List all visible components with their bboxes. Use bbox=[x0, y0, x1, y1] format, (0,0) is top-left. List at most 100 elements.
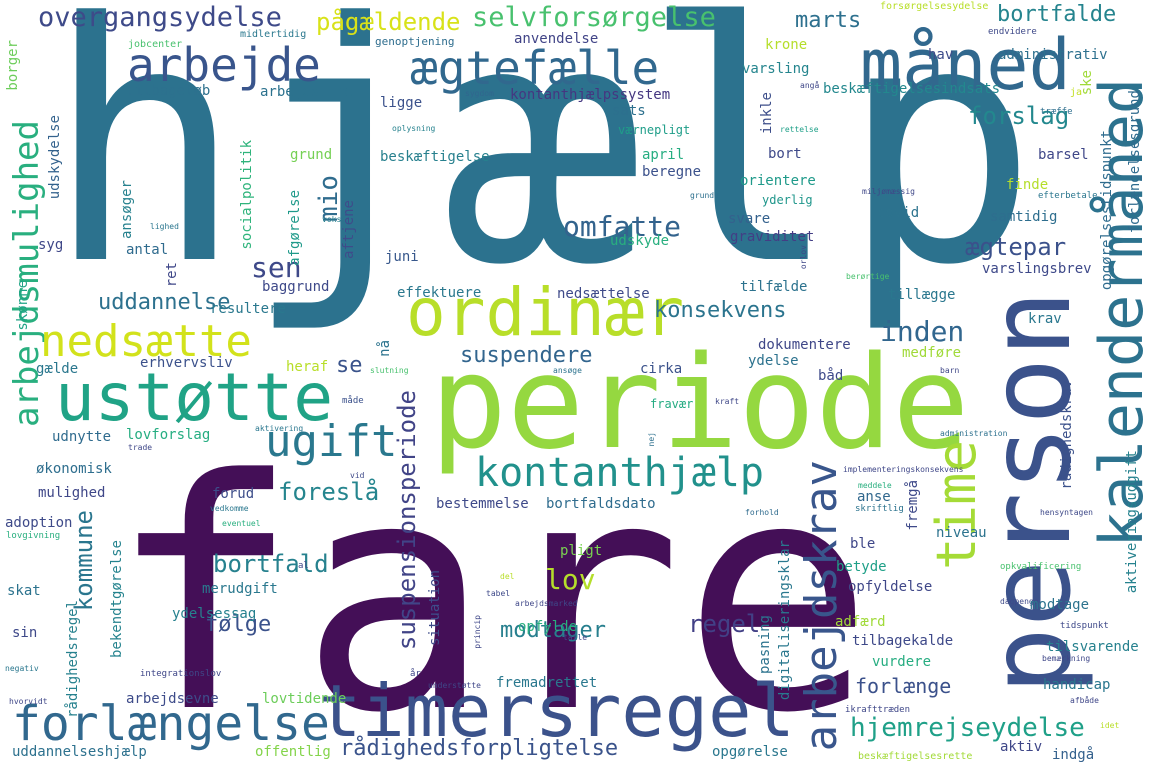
word-dagpenge: dagpenge bbox=[1000, 597, 1039, 606]
word-uddannelseshjaelp: uddannelseshjælp bbox=[12, 744, 147, 760]
word-se: se bbox=[336, 353, 363, 378]
word-hensyntagen: hensyntagen bbox=[1040, 508, 1093, 517]
word-oplysning: oplysning bbox=[392, 124, 436, 133]
word-varslingsbrev: varslingsbrev bbox=[982, 261, 1092, 277]
word-foreslaa: foreslå bbox=[278, 478, 380, 506]
word-forlaenge: forlænge bbox=[855, 674, 952, 698]
word-lovgivning: lovgivning bbox=[6, 531, 61, 541]
word-kontanthjaelpssystem: kontanthjælpssystem bbox=[510, 87, 671, 103]
word-gaelde: gælde bbox=[36, 361, 79, 377]
word-offentlig: offentlig bbox=[255, 744, 331, 760]
word-covid: covid bbox=[877, 205, 920, 221]
word-timersregel: timersregel bbox=[318, 669, 795, 753]
word-ydelse: ydelse bbox=[748, 353, 799, 369]
word-forlaengelse: forlængelse bbox=[12, 696, 330, 752]
word-handicap: handicap bbox=[1043, 677, 1111, 693]
word-raadighedsforpligtelse: rådighedsforpligtelse bbox=[340, 736, 619, 761]
word-arbejdskrav: arbejdskrav bbox=[796, 460, 847, 752]
word-afgoerelse: afgørelse bbox=[287, 190, 303, 266]
word-kontanthjaelp: kontanthjælp bbox=[475, 450, 764, 496]
word-forlaengelsesgrund: forlængelsesgrund bbox=[1127, 90, 1143, 234]
word-adoption: adoption bbox=[5, 515, 73, 531]
word-ret: ret bbox=[164, 262, 180, 288]
word-effektuere: effektuere bbox=[397, 285, 482, 301]
word-modtage: modtage bbox=[1030, 597, 1090, 613]
word-lov: lov bbox=[545, 563, 596, 596]
word-baad: båd bbox=[818, 368, 844, 384]
word-talle: talle bbox=[563, 633, 588, 642]
word-indgaa: indgå bbox=[1052, 747, 1095, 763]
word-bekendtgoerelse: bekendtgørelse bbox=[109, 540, 125, 659]
word-orientere: orientere bbox=[740, 173, 816, 189]
word-ligge: ligge bbox=[380, 95, 423, 111]
word-inkle: inkle bbox=[759, 92, 775, 135]
word-anvendelse: anvendelse bbox=[514, 31, 599, 47]
word-betyde: betyde bbox=[836, 559, 887, 575]
word-ansoege: ansøge bbox=[553, 366, 582, 375]
word-sen: sen bbox=[251, 251, 302, 284]
word-regel: regel bbox=[688, 610, 761, 638]
word-tidspunkt: tidspunkt bbox=[1060, 621, 1109, 631]
word-beregne: beregne bbox=[642, 164, 702, 180]
word-aktiv: aktiv bbox=[1000, 739, 1043, 755]
word-fare: fare bbox=[108, 412, 874, 770]
word-konsekvens: konsekvens bbox=[654, 298, 787, 323]
word-yderlig: yderlig bbox=[762, 193, 813, 207]
word-erhvervsliv: erhvervsliv bbox=[140, 355, 233, 371]
word-paagaeldende: pågældende bbox=[316, 8, 461, 36]
word-vid: vid bbox=[350, 471, 365, 480]
word-ustotte: ustøtte bbox=[55, 359, 334, 436]
word-samtidig: samtidig bbox=[990, 209, 1058, 225]
word-krav: krav bbox=[1028, 311, 1062, 327]
word-rettelse: rettelse bbox=[780, 125, 819, 134]
word-syg: syg bbox=[38, 237, 64, 253]
word-hav: hav bbox=[928, 47, 954, 63]
word-dokumentere: dokumentere bbox=[758, 337, 851, 353]
word-bortfald: bortfald bbox=[213, 550, 329, 578]
word-udskydelse: udskydelse bbox=[47, 115, 63, 200]
word-al: al bbox=[298, 561, 309, 571]
word-miljoemaessig: miljømæssig bbox=[862, 187, 915, 196]
word-nej: nej bbox=[647, 432, 656, 447]
word-bestemmelse: bestemmelse bbox=[436, 496, 529, 512]
word-angaa: angå bbox=[800, 81, 820, 90]
word-aegtepar: ægtepar bbox=[965, 233, 1067, 261]
word-hjemrejseydelse: hjemrejseydelse bbox=[850, 713, 1085, 743]
word-opkvalificering: opkvalificering bbox=[1000, 562, 1082, 572]
word-fremadrettet: fremadrettet bbox=[496, 675, 598, 691]
word-sygdom: sygdom bbox=[465, 89, 494, 98]
word-anse: anse bbox=[857, 489, 891, 505]
word-naa: nå bbox=[377, 340, 393, 357]
word-genoptjening: genoptjening bbox=[375, 35, 455, 48]
word-oekonomisk: økonomisk bbox=[36, 461, 112, 477]
word-vurdere: vurdere bbox=[872, 654, 932, 670]
word-hjaelp: hjælp bbox=[45, 0, 1039, 337]
word-tilsvarende: tilsvarende bbox=[1046, 639, 1139, 655]
word-nedsaettelse: nedsættelse bbox=[557, 286, 650, 302]
word-pligt: pligt bbox=[560, 543, 603, 559]
word-medfoere: medføre bbox=[902, 345, 962, 361]
word-vedkomme: vedkomme bbox=[210, 504, 249, 513]
word-uddannelse: uddannelse bbox=[98, 290, 231, 315]
word-forslag: forslag bbox=[968, 102, 1070, 130]
word-april: april bbox=[642, 147, 685, 163]
word-graviditet: graviditet bbox=[730, 229, 815, 245]
word-periode: periode bbox=[430, 329, 970, 478]
word-skat: skat bbox=[7, 583, 41, 599]
word-arbejde: arbejde bbox=[127, 38, 321, 92]
word-time: time bbox=[925, 440, 988, 571]
word-digitaliseringsklar: digitaliseringsklar bbox=[777, 540, 793, 701]
word-borger: borger bbox=[5, 40, 21, 91]
word-fremgaa: fremgå bbox=[905, 480, 921, 531]
word-forhold: forhold bbox=[745, 508, 779, 517]
word-ordinaer: ordinær bbox=[406, 274, 685, 351]
word-aftjene: aftjene bbox=[341, 200, 357, 260]
word-udnytte: udnytte bbox=[52, 429, 112, 445]
word-ydelsessag: ydelsessag bbox=[172, 606, 257, 622]
word-lovtidende: lovtidende bbox=[262, 691, 347, 707]
word-negativ: negativ bbox=[5, 664, 39, 673]
word-inden: inden bbox=[880, 315, 965, 348]
word-finde: finde bbox=[1006, 177, 1049, 193]
word-barn: barn bbox=[940, 366, 960, 375]
word-beskaeftigelsesindsats: beskæftigelsesindsats bbox=[823, 81, 1001, 97]
